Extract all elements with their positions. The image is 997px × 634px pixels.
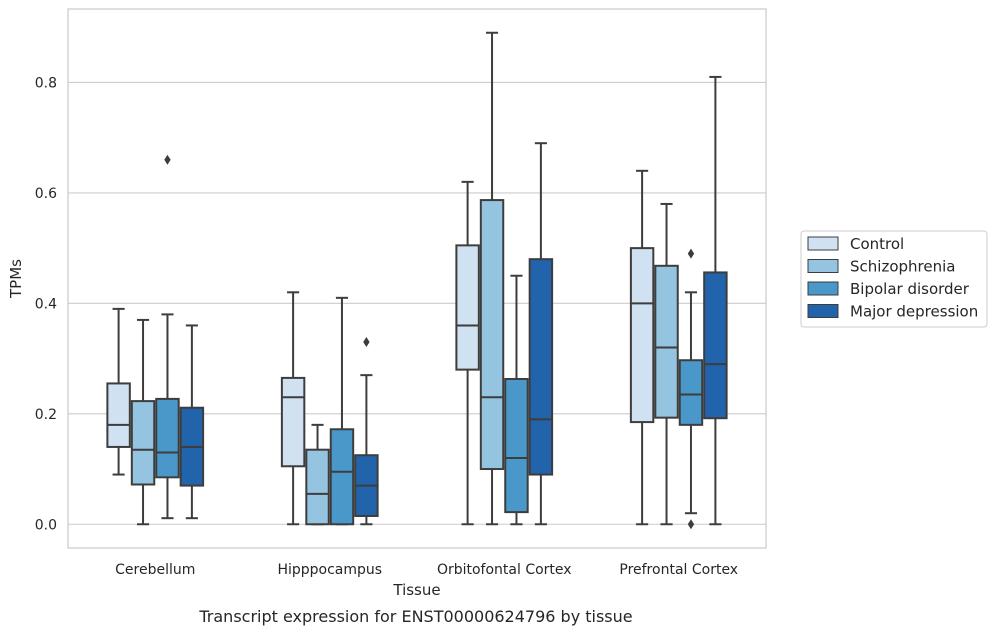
box bbox=[528, 258, 554, 476]
legend-swatch bbox=[807, 259, 839, 273]
box bbox=[130, 400, 156, 486]
x-tick-label: Orbitofontal Cortex bbox=[437, 562, 572, 578]
x-tick-label: Cerebellum bbox=[115, 562, 195, 578]
legend-label: Schizophrenia bbox=[850, 258, 955, 276]
y-tick-label: 0.4 bbox=[35, 296, 57, 312]
legend-swatch bbox=[807, 304, 839, 318]
box bbox=[654, 264, 679, 419]
y-axis-label: TPMs bbox=[7, 259, 25, 299]
box-group bbox=[155, 154, 180, 520]
box bbox=[678, 359, 704, 426]
box bbox=[329, 428, 355, 526]
y-tick-label: 0.0 bbox=[35, 517, 57, 533]
x-axis-label: Tissue bbox=[392, 581, 440, 599]
y-tick-label: 0.2 bbox=[35, 407, 57, 423]
box-series bbox=[106, 31, 728, 530]
box-group bbox=[329, 296, 355, 526]
legend-label: Major depression bbox=[850, 303, 978, 321]
series-schizophrenia bbox=[130, 31, 679, 526]
box-group bbox=[629, 169, 655, 526]
legend-item: Schizophrenia bbox=[807, 258, 955, 276]
box-group bbox=[280, 291, 306, 526]
legend-item: Bipolar disorder bbox=[807, 280, 970, 298]
box-group bbox=[455, 180, 480, 526]
figure-caption: Transcript expression for ENST0000062479… bbox=[198, 607, 632, 626]
series-major-depression bbox=[179, 75, 728, 526]
box bbox=[703, 271, 728, 420]
box-group bbox=[179, 324, 205, 520]
series-control bbox=[106, 169, 655, 526]
legend: Control Schizophrenia Bipolar disorder Majo… bbox=[800, 230, 988, 328]
y-tick-label: 0.6 bbox=[35, 186, 57, 202]
box-group bbox=[106, 307, 131, 476]
legend-label: Control bbox=[850, 235, 904, 253]
x-tick-labels: Cerebellum Hipppocampus Orbitofontal Corte… bbox=[115, 562, 738, 578]
legend-swatch bbox=[807, 281, 839, 296]
box bbox=[455, 244, 480, 371]
legend-frame bbox=[800, 230, 988, 328]
box bbox=[280, 376, 306, 468]
series-bipolar-disorder bbox=[155, 154, 704, 530]
outlier-point bbox=[164, 154, 171, 165]
legend-label: Bipolar disorder bbox=[850, 280, 970, 298]
outlier-point bbox=[363, 337, 370, 348]
box-group bbox=[678, 248, 704, 530]
box-group bbox=[654, 202, 679, 526]
box bbox=[504, 378, 529, 514]
box bbox=[479, 199, 505, 471]
box bbox=[305, 448, 330, 526]
legend-item: Major depression bbox=[807, 303, 978, 321]
box-group bbox=[305, 423, 330, 526]
outlier-point bbox=[687, 248, 695, 259]
outlier-point bbox=[687, 519, 695, 530]
x-tick-label: Prefrontal Cortex bbox=[619, 562, 738, 578]
legend-item: Control bbox=[807, 235, 904, 253]
box-group bbox=[528, 142, 554, 526]
plot-frame bbox=[67, 8, 767, 549]
box-group bbox=[130, 318, 156, 526]
box bbox=[106, 382, 131, 448]
box-group bbox=[354, 337, 379, 526]
y-tick-label: 0.8 bbox=[35, 75, 57, 91]
x-tick-label: Hipppocampus bbox=[277, 562, 382, 578]
box-group bbox=[504, 274, 529, 526]
box-group bbox=[479, 31, 505, 526]
y-tick-labels: 0.0 0.2 0.4 0.6 0.8 bbox=[35, 75, 57, 533]
box bbox=[155, 397, 180, 479]
legend-swatch bbox=[807, 236, 839, 251]
box-group bbox=[703, 75, 728, 526]
box bbox=[629, 247, 655, 424]
